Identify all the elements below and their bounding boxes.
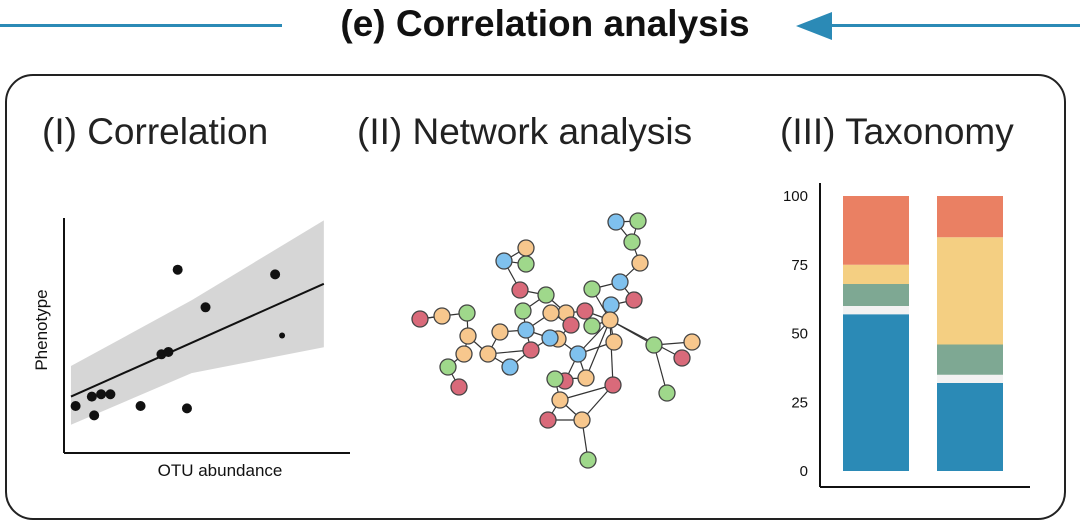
taxonomy-title: (III) Taxonomy <box>780 111 1014 152</box>
network-node <box>459 327 477 345</box>
scatter-point <box>270 269 281 280</box>
y-tick-label: 50 <box>791 326 808 343</box>
y-tick-label: 0 <box>800 463 808 480</box>
y-tick-label: 75 <box>791 257 808 274</box>
network-node <box>439 358 457 376</box>
network-node <box>573 411 591 429</box>
network-node <box>645 336 663 354</box>
network-node <box>605 333 623 351</box>
bar-segment-red <box>937 196 1003 238</box>
network-node <box>541 329 559 347</box>
scatter-point <box>70 401 81 411</box>
scatter-point <box>105 389 116 400</box>
bar-segment-yellow <box>937 237 1003 345</box>
scatter-point <box>279 332 286 339</box>
network-node <box>537 286 555 304</box>
bar-segment-red <box>843 196 909 265</box>
figure-panel <box>5 74 1066 520</box>
network-node <box>583 317 601 335</box>
network-node <box>623 233 641 251</box>
scatter-point <box>89 410 100 421</box>
bar-segment-blue <box>937 383 1003 471</box>
scatter-point <box>86 391 97 402</box>
x-axis-label: OTU abundance <box>158 461 283 480</box>
network-node <box>551 391 569 409</box>
network-node <box>673 349 691 367</box>
confidence-band <box>70 220 324 425</box>
network-node <box>491 323 509 341</box>
page-title: (e) Correlation analysis <box>340 3 750 44</box>
y-tick-label: 25 <box>791 394 808 411</box>
network-edge <box>609 319 683 359</box>
network-node <box>601 311 619 329</box>
header-left-rule <box>0 24 282 27</box>
network-node <box>479 345 497 363</box>
y-tick-label: 100 <box>783 188 808 205</box>
network-node <box>579 451 597 469</box>
bar-segment-green <box>843 284 909 306</box>
network-node <box>495 252 513 270</box>
network-node <box>539 411 557 429</box>
bar-segment-blue <box>843 314 909 471</box>
network-node <box>658 384 676 402</box>
network-node <box>517 239 535 257</box>
network-node <box>611 273 629 291</box>
network-node <box>450 378 468 396</box>
network-node <box>455 345 473 363</box>
network-node <box>577 369 595 387</box>
network-node <box>501 358 519 376</box>
network-node <box>683 333 701 351</box>
bar-segment-green <box>937 344 1003 375</box>
y-axis-label: Phenotype <box>32 289 51 370</box>
scatter-point <box>96 389 107 400</box>
network-node <box>411 310 429 328</box>
network-node <box>511 281 529 299</box>
network-node <box>522 341 540 359</box>
network-node <box>562 316 580 334</box>
section-header: (e) Correlation analysis <box>0 0 1080 50</box>
bar-segment-gap <box>937 374 1003 383</box>
correlation-title: (I) Correlation <box>42 111 269 152</box>
regression-line <box>70 282 325 398</box>
network-node <box>604 376 622 394</box>
network-node <box>517 321 535 339</box>
network-node <box>542 304 560 322</box>
header-right-rule <box>828 24 1080 27</box>
network-node <box>458 304 476 322</box>
scatter-point <box>135 401 146 411</box>
network-node <box>433 307 451 325</box>
network-node <box>583 280 601 298</box>
network-node <box>514 302 532 320</box>
scatter-point <box>181 403 192 414</box>
network-node <box>546 370 564 388</box>
network-edge <box>585 319 611 379</box>
network-edge <box>559 384 614 401</box>
network-title: (II) Network analysis <box>357 111 693 152</box>
network-node <box>576 302 594 320</box>
scatter-point <box>200 302 211 313</box>
scatter-point <box>163 346 174 357</box>
network-edge <box>609 319 614 386</box>
network-node <box>631 254 649 272</box>
scatter-point <box>172 264 183 275</box>
network-node <box>607 213 625 231</box>
network-node <box>625 291 643 309</box>
left-arrow-icon <box>796 12 832 40</box>
bar-segment-yellow <box>843 264 909 284</box>
bar-segment-gap <box>843 306 909 315</box>
network-node <box>569 345 587 363</box>
network-node <box>629 212 647 230</box>
